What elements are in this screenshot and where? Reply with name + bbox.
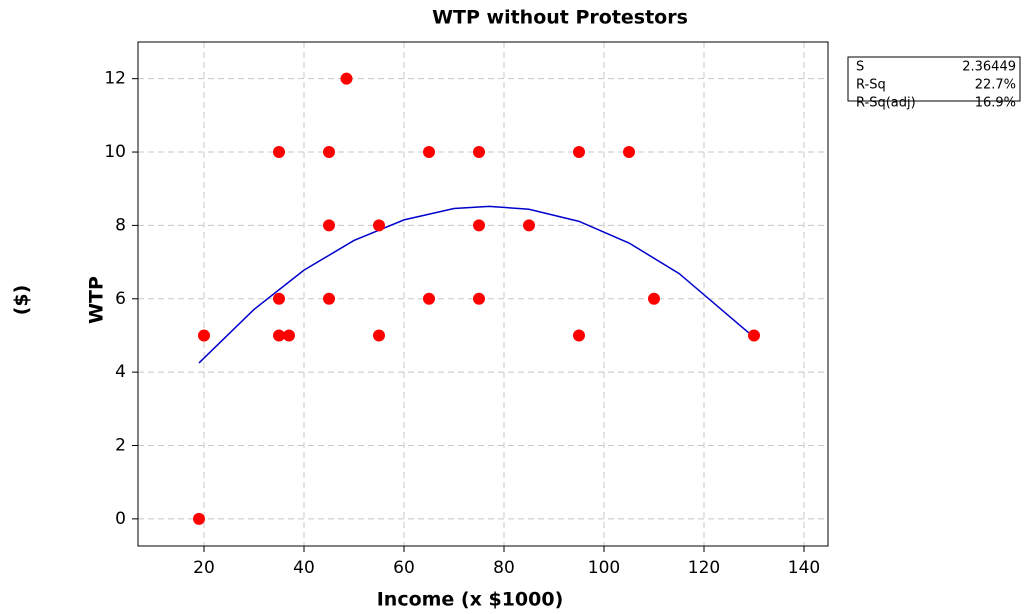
point <box>473 219 485 232</box>
x-tick-label: 60 <box>393 558 415 578</box>
y-tick-label: 2 <box>115 435 126 455</box>
y-tick-label: 12 <box>104 69 126 89</box>
stat-value: 2.36449 <box>962 60 1016 75</box>
point <box>373 219 385 232</box>
point <box>473 292 485 305</box>
x-tick-label: 120 <box>688 558 720 578</box>
point <box>623 146 635 159</box>
y-tick-label: 8 <box>115 215 126 235</box>
point <box>748 329 760 342</box>
point <box>648 292 660 305</box>
point <box>193 512 205 525</box>
chart-title: WTP without Protestors <box>432 7 688 29</box>
x-tick-label: 80 <box>493 558 515 578</box>
y-axis-label: WTP <box>86 276 108 324</box>
point <box>373 329 385 342</box>
stat-name: R-Sq(adj) <box>856 96 916 111</box>
y-tick-label: 10 <box>104 142 126 162</box>
point <box>573 146 585 159</box>
point <box>523 219 535 232</box>
plot-frame <box>137 41 829 547</box>
point <box>198 329 210 342</box>
point <box>423 146 435 159</box>
point <box>323 219 335 232</box>
stats-box <box>847 56 1021 102</box>
stat-name: R-Sq <box>856 78 886 93</box>
point <box>323 292 335 305</box>
x-tick-label: 140 <box>788 558 820 578</box>
point <box>473 146 485 159</box>
stat-name: S <box>856 60 864 75</box>
y-unit-label: ($) <box>11 285 33 316</box>
y-tick-label: 0 <box>115 509 126 529</box>
x-axis-label: Income (x $1000) <box>377 589 564 611</box>
point <box>340 72 353 85</box>
point <box>273 292 285 305</box>
fit-line <box>198 205 755 364</box>
y-tick-label: 4 <box>115 362 126 382</box>
stat-value: 16.9% <box>975 96 1016 111</box>
point <box>573 329 585 342</box>
x-tick-label: 40 <box>293 558 315 578</box>
point <box>283 329 295 342</box>
x-tick-label: 100 <box>588 558 620 578</box>
x-tick-label: 20 <box>193 558 215 578</box>
point <box>273 329 285 342</box>
stat-value: 22.7% <box>975 78 1016 93</box>
point <box>273 146 285 159</box>
y-tick-label: 6 <box>115 289 126 309</box>
point <box>323 146 335 159</box>
point <box>423 292 435 305</box>
